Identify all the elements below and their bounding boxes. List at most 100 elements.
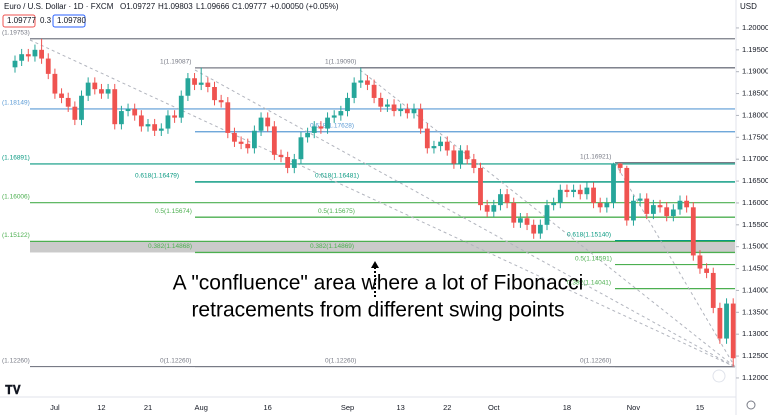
- candle-body: [531, 224, 537, 234]
- candle-body: [404, 108, 410, 114]
- symbol: Euro / U.S. Dollar · 1D · FXCM: [4, 2, 114, 11]
- x-tick-label: Aug: [195, 403, 208, 412]
- currency: USD: [740, 2, 757, 11]
- ask: 1.09780: [57, 16, 86, 25]
- candle-body: [225, 102, 231, 133]
- fib-label: (1.18149): [2, 100, 30, 107]
- y-tick-label: 1.14500: [742, 264, 768, 273]
- y-tick-label: 1.17000: [742, 154, 768, 163]
- candle-body: [704, 268, 709, 273]
- x-tick-label: 21: [144, 403, 152, 412]
- candle-body: [411, 108, 417, 114]
- fib-label: 0.618(1.16479): [135, 173, 179, 180]
- candle-body: [218, 100, 224, 103]
- candle-body: [424, 128, 430, 149]
- ohlc-open: O1.09727: [120, 2, 156, 11]
- candle-body: [99, 89, 104, 94]
- candle-body: [345, 97, 350, 112]
- x-tick-label: 16: [264, 403, 272, 412]
- fib-label: (1.15122): [2, 232, 30, 239]
- candle-body: [398, 108, 404, 112]
- candle-body: [544, 205, 550, 225]
- candle-body: [637, 198, 643, 201]
- candle-body: [571, 189, 576, 192]
- ask-box[interactable]: [52, 14, 86, 28]
- candle-body: [125, 108, 131, 112]
- candle-body: [112, 89, 118, 125]
- y-tick-label: 1.18000: [742, 110, 768, 119]
- candle-body: [165, 115, 171, 129]
- candle-body: [331, 115, 337, 118]
- candle-body: [365, 80, 370, 85]
- candle-body: [557, 189, 563, 203]
- candle-body: [25, 54, 31, 57]
- x-tick-label: 15: [696, 403, 704, 412]
- candle-body: [278, 154, 284, 157]
- candle-body: [152, 124, 158, 131]
- fib-label: 0(1.12260): [160, 357, 191, 364]
- candle-body: [471, 159, 477, 168]
- candle-body: [491, 205, 497, 212]
- candle-body: [138, 115, 144, 127]
- candle-body: [451, 150, 457, 164]
- x-tick-label: 18: [563, 403, 571, 412]
- fib-label: 0(1.12260): [580, 357, 611, 364]
- y-tick-label: 1.16000: [742, 198, 768, 207]
- candle-body: [198, 82, 204, 85]
- candle-body: [431, 146, 437, 149]
- candle-body: [664, 207, 670, 217]
- trend-line: [194, 69, 736, 368]
- candle-body: [478, 167, 483, 206]
- candle-body: [651, 205, 656, 214]
- fib-label: 0.5(1.15674): [155, 208, 192, 215]
- candle-body: [444, 141, 450, 151]
- ohlc-low: L1.09666: [196, 2, 230, 11]
- candle-body: [238, 141, 244, 144]
- y-tick-label: 1.12000: [742, 373, 768, 382]
- candle-body: [52, 73, 58, 94]
- fib-label: 1(1.19090): [325, 58, 356, 65]
- candle-body: [438, 141, 443, 147]
- candle-body: [158, 128, 164, 131]
- y-tick-label: 1.15000: [742, 242, 768, 251]
- candle-body: [684, 200, 690, 208]
- candle-body: [385, 104, 390, 107]
- fib-label: 0.5(1.14591): [575, 255, 612, 262]
- candle-body: [690, 207, 696, 256]
- candle-body: [338, 111, 344, 116]
- fib-label: 1(1.16921): [580, 153, 611, 160]
- candle-body: [624, 167, 630, 221]
- candle-body: [604, 202, 610, 208]
- candle-body: [564, 189, 570, 192]
- candle-body: [697, 255, 703, 269]
- candle-body: [717, 307, 723, 339]
- candle-body: [524, 218, 530, 225]
- candle-body: [145, 124, 151, 127]
- y-tick-label: 1.13500: [742, 307, 768, 316]
- fib-label: (1.16891): [2, 155, 30, 162]
- candle-body: [351, 82, 357, 98]
- settings-button[interactable]: [746, 400, 756, 410]
- candle-body: [92, 82, 98, 90]
- candle-body: [498, 194, 503, 206]
- fib-label: 0.618(1.16481): [315, 173, 359, 180]
- candle-body: [458, 150, 463, 164]
- candle-body: [644, 198, 650, 214]
- scroll-button[interactable]: [712, 369, 726, 383]
- bid-box[interactable]: [2, 14, 36, 28]
- x-tick-label: Sep: [341, 403, 354, 412]
- y-tick-label: 1.13000: [742, 329, 768, 338]
- candle-body: [710, 272, 716, 308]
- candle-body: [484, 205, 490, 212]
- confluence-zone: [30, 241, 735, 253]
- candle-body: [611, 163, 616, 203]
- candle-body: [291, 159, 297, 168]
- candle-body: [358, 80, 364, 83]
- candle-body: [305, 132, 310, 138]
- fib-label: 0(1.12260): [325, 357, 356, 364]
- annotation: A "confluence" area where a lot of Fibon…: [173, 272, 584, 295]
- candle-body: [591, 187, 596, 203]
- candle-body: [325, 117, 330, 129]
